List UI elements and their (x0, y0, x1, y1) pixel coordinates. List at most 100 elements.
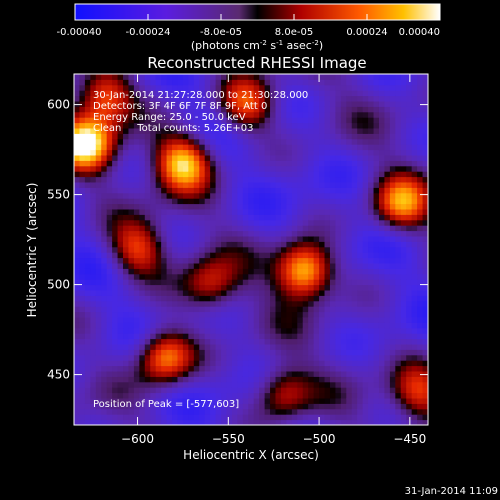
heatmap-cell (248, 209, 255, 215)
heatmap-cell (226, 333, 233, 340)
heatmap-cell (74, 122, 80, 129)
heatmap-cell (286, 381, 293, 388)
heatmap-cell (231, 160, 238, 167)
heatmap-cell (182, 317, 189, 323)
heatmap-cell (389, 101, 396, 107)
heatmap-cell (210, 149, 217, 156)
heatmap-cell (253, 290, 260, 296)
heatmap-cell (400, 214, 407, 221)
heatmap-cell (144, 290, 151, 296)
heatmap-cell (422, 149, 428, 156)
heatmap-cell (395, 398, 402, 404)
heatmap-cell (193, 311, 200, 318)
heatmap-cell (308, 165, 315, 172)
heatmap-cell (188, 381, 195, 388)
heatmap-cell (74, 84, 80, 91)
heatmap-cell (74, 290, 80, 296)
heatmap-cell (373, 101, 380, 107)
heatmap-cell (79, 182, 86, 188)
heatmap-cell (389, 414, 396, 421)
heatmap-cell (144, 252, 151, 259)
heatmap-cell (188, 241, 195, 248)
heatmap-cell (313, 192, 320, 199)
heatmap-cell (188, 90, 195, 97)
heatmap-cell (400, 317, 407, 323)
heatmap-cell (133, 74, 140, 80)
heatmap-cell (248, 241, 255, 248)
heatmap-cell (101, 252, 108, 259)
heatmap-cell (182, 236, 189, 242)
heatmap-cell (417, 106, 424, 113)
heatmap-cell (346, 333, 353, 340)
heatmap-cell (406, 203, 413, 210)
heatmap-cell (172, 187, 178, 194)
heatmap-cell (368, 419, 375, 425)
heatmap-cell (237, 165, 244, 172)
heatmap-cell (193, 84, 200, 91)
heatmap-cell (286, 414, 293, 421)
heatmap-cell (215, 273, 222, 280)
heatmap-cell (248, 263, 255, 269)
heatmap-cell (123, 263, 129, 269)
heatmap-cell (193, 354, 200, 361)
heatmap-cell (106, 322, 113, 329)
heatmap-cell (400, 160, 407, 167)
heatmap-cell (133, 155, 140, 161)
x-axis-label: Heliocentric X (arcsec) (183, 448, 319, 462)
heatmap-cell (177, 306, 184, 313)
heatmap-cell (351, 209, 358, 215)
heatmap-cell (242, 376, 249, 383)
heatmap-cell (226, 392, 233, 399)
heatmap-cell (133, 263, 140, 269)
heatmap-cell (275, 338, 282, 345)
heatmap-cell (166, 149, 173, 156)
heatmap-cell (362, 246, 369, 253)
heatmap-cell (112, 160, 119, 167)
heatmap-cell (253, 182, 260, 188)
heatmap-cell (297, 198, 304, 205)
heatmap-cell (417, 398, 424, 404)
heatmap-cell (237, 209, 244, 215)
heatmap-cell (133, 414, 140, 421)
heatmap-cell (362, 79, 369, 86)
heatmap-cell (389, 214, 396, 221)
heatmap-cell (411, 376, 418, 383)
heatmap-cell (139, 414, 146, 421)
heatmap-cell (400, 365, 407, 372)
heatmap-cell (150, 241, 157, 248)
heatmap-cell (215, 403, 222, 410)
heatmap-cell (248, 214, 255, 221)
heatmap-cell (221, 117, 227, 124)
heatmap-cell (133, 95, 140, 102)
heatmap-cell (346, 295, 353, 302)
heatmap-cell (329, 133, 336, 140)
heatmap-cell (117, 300, 124, 307)
heatmap-cell (193, 408, 200, 415)
heatmap-cell (253, 176, 260, 183)
heatmap-cell (395, 101, 402, 107)
heatmap-cell (177, 295, 184, 302)
heatmap-cell (193, 246, 200, 253)
heatmap-cell (139, 360, 146, 367)
heatmap-cell (406, 160, 413, 167)
heatmap-cell (422, 236, 428, 242)
heatmap-cell (253, 90, 260, 97)
heatmap-cell (90, 387, 97, 394)
heatmap-cell (291, 160, 298, 167)
heatmap-cell (351, 117, 358, 124)
heatmap-cell (346, 419, 353, 425)
heatmap-cell (226, 149, 233, 156)
heatmap-cell (133, 225, 140, 232)
heatmap-cell (411, 408, 418, 415)
heatmap-cell (264, 138, 271, 145)
heatmap-cell (112, 263, 119, 269)
heatmap-cell (215, 246, 222, 253)
heatmap-cell (373, 144, 380, 151)
heatmap-cell (172, 333, 178, 340)
heatmap-cell (144, 128, 151, 134)
heatmap-cell (291, 273, 298, 280)
heatmap-cell (177, 408, 184, 415)
heatmap-cell (340, 295, 347, 302)
heatmap-cell (308, 117, 315, 124)
heatmap-cell (221, 268, 227, 275)
